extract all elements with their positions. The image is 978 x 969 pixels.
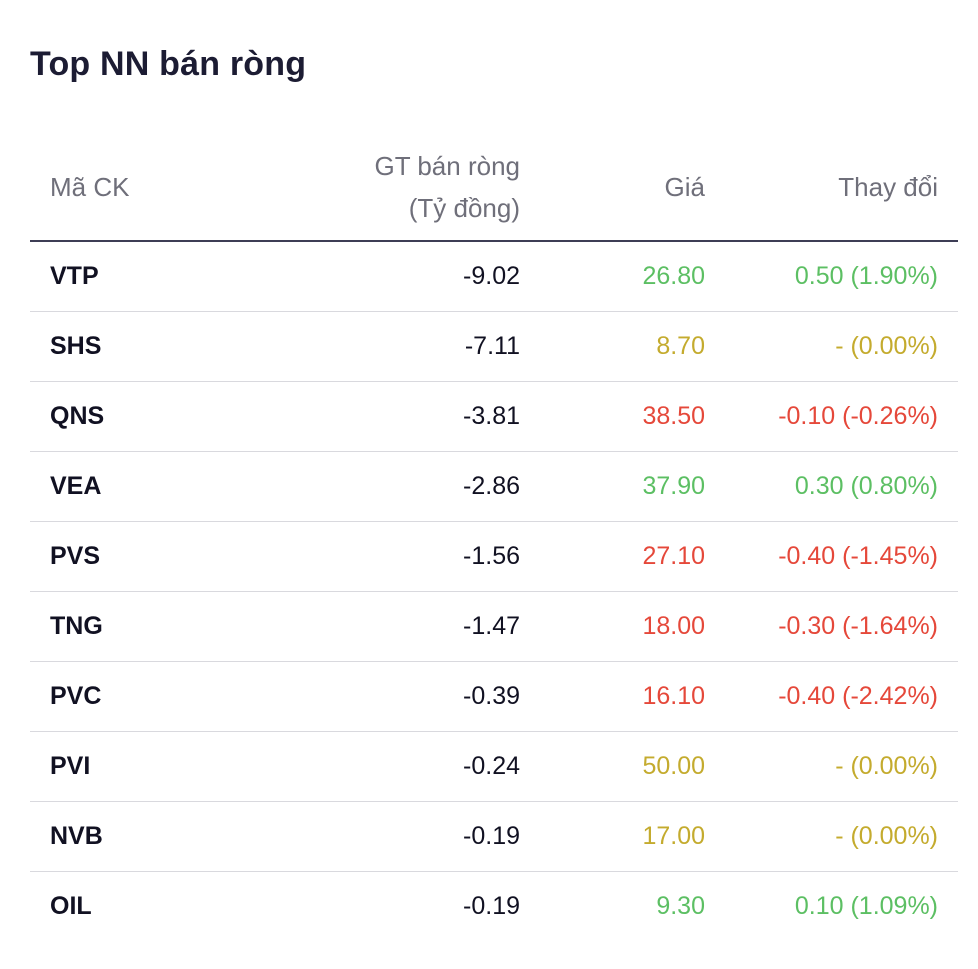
stock-code[interactable]: PVC (30, 661, 250, 732)
table-row[interactable]: VTP -9.02 26.80 0.50 (1.90%) (30, 241, 958, 312)
table-body: VTP -9.02 26.80 0.50 (1.90%) SHS -7.11 8… (30, 241, 958, 941)
change: - (0.00%) (705, 801, 958, 872)
change: -0.40 (-1.45%) (705, 521, 958, 592)
net-sell-value: -0.19 (463, 892, 520, 920)
price: 18.00 (520, 591, 705, 662)
stock-code[interactable]: PVI (30, 731, 250, 802)
table-row[interactable]: VEA -2.86 37.90 0.30 (0.80%) (30, 451, 958, 522)
price: 38.50 (520, 381, 705, 452)
stock-code[interactable]: TNG (30, 591, 250, 662)
net-sell-value: -0.39 (250, 661, 520, 732)
net-sell-value: -2.86 (250, 451, 520, 522)
price: 27.10 (520, 521, 705, 592)
net-sell-table: Mã CK GT bán ròng (Tỷ đồng) Giá Thay đổi… (30, 134, 958, 941)
net-sell-value: -0.19 (250, 801, 520, 872)
header-row: Mã CK GT bán ròng (Tỷ đồng) Giá Thay đổi (30, 134, 958, 242)
price: 8.70 (520, 311, 705, 382)
price: 26.80 (520, 241, 705, 312)
header-net-sell-value-line1: GT bán ròng (374, 151, 520, 181)
net-sell-value: -1.47 (250, 591, 520, 662)
header-price: Giá (520, 134, 705, 242)
table-row[interactable]: PVS -1.56 27.10 -0.40 (-1.45%) (30, 521, 958, 592)
net-sell-value: -1.56 (250, 521, 520, 592)
table-row[interactable]: SHS -7.11 8.70 - (0.00%) (30, 311, 958, 382)
stock-code[interactable]: NVB (30, 801, 250, 872)
change: -0.30 (-1.64%) (705, 591, 958, 662)
table-row[interactable]: PVC -0.39 16.10 -0.40 (-2.42%) (30, 661, 958, 732)
change: - (0.00%) (705, 311, 958, 382)
stock-code[interactable]: VEA (30, 451, 250, 522)
header-net-sell-value-line2: (Tỷ đồng) (408, 193, 520, 223)
change: -0.40 (-2.42%) (705, 661, 958, 732)
price: 37.90 (520, 451, 705, 522)
stock-code[interactable]: PVS (30, 521, 250, 592)
price: 17.00 (520, 801, 705, 872)
table-row[interactable]: TNG -1.47 18.00 -0.30 (-1.64%) (30, 591, 958, 662)
stock-code[interactable]: SHS (30, 311, 250, 382)
table-row[interactable]: OIL -0.19 9.30 0.10 (1.09%) (30, 872, 958, 942)
net-sell-value: -7.11 (250, 311, 520, 382)
change: 0.10 (1.09%) (794, 892, 938, 920)
stock-code[interactable]: OIL (50, 892, 92, 920)
change: -0.10 (-0.26%) (705, 381, 958, 452)
table-row[interactable]: QNS -3.81 38.50 -0.10 (-0.26%) (30, 381, 958, 452)
price: 50.00 (520, 731, 705, 802)
net-sell-value: -9.02 (250, 241, 520, 312)
change: 0.50 (1.90%) (705, 241, 958, 312)
header-change: Thay đổi (705, 134, 958, 242)
stock-code[interactable]: QNS (30, 381, 250, 452)
net-sell-value: -3.81 (250, 381, 520, 452)
change: - (0.00%) (705, 731, 958, 802)
table-row[interactable]: PVI -0.24 50.00 - (0.00%) (30, 731, 958, 802)
stock-code[interactable]: VTP (30, 241, 250, 312)
change: 0.30 (0.80%) (705, 451, 958, 522)
net-sell-value: -0.24 (250, 731, 520, 802)
table-row[interactable]: NVB -0.19 17.00 - (0.00%) (30, 801, 958, 872)
price: 16.10 (520, 661, 705, 732)
header-net-sell-value: GT bán ròng (Tỷ đồng) (250, 134, 520, 242)
header-code: Mã CK (30, 134, 250, 242)
table-header: Mã CK GT bán ròng (Tỷ đồng) Giá Thay đổi (30, 134, 958, 242)
panel-title: Top NN bán ròng (30, 45, 307, 83)
price: 9.30 (656, 892, 705, 920)
